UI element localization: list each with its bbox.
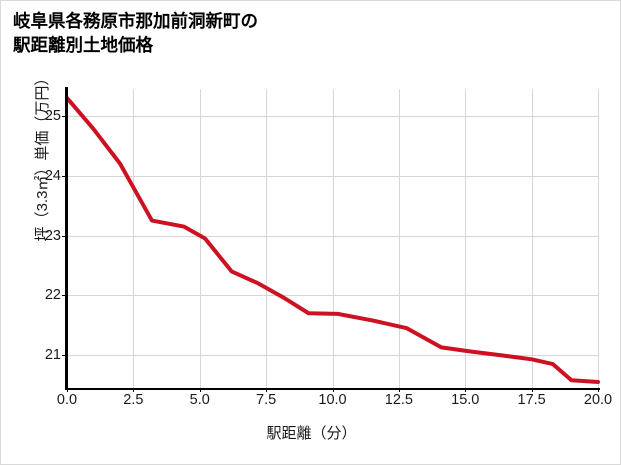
gridline-vertical bbox=[398, 89, 400, 388]
x-tick-mark bbox=[199, 388, 201, 392]
y-tick-mark bbox=[62, 175, 66, 177]
y-tick-label: 24 bbox=[44, 167, 61, 184]
y-tick-mark bbox=[62, 115, 66, 117]
plot-area bbox=[65, 89, 600, 388]
x-tick-mark bbox=[598, 388, 599, 392]
y-tick-label: 21 bbox=[44, 347, 61, 364]
x-tick-mark bbox=[465, 388, 467, 392]
chart-title: 岐阜県各務原市那加前洞新町の 駅距離別土地価格 bbox=[13, 11, 258, 56]
x-tick-mark bbox=[332, 388, 334, 392]
y-axis-label: 坪（3.3㎡）単価（万円） bbox=[34, 70, 51, 242]
y-axis-tick-labels: 21 22 23 24 25 bbox=[31, 1, 61, 464]
x-tick-mark bbox=[266, 388, 268, 392]
y-tick-label: 22 bbox=[44, 287, 61, 304]
x-tick-mark bbox=[133, 388, 135, 392]
series-polyline bbox=[65, 95, 600, 385]
x-tick-label: 0.0 bbox=[56, 392, 78, 408]
x-tick-label: 5.0 bbox=[189, 392, 210, 408]
gridline-vertical bbox=[332, 89, 334, 388]
x-tick-label: 20.0 bbox=[583, 392, 613, 408]
gridline-vertical bbox=[266, 89, 268, 388]
y-tick-mark bbox=[62, 235, 66, 237]
y-tick-mark bbox=[62, 355, 66, 357]
x-tick-label: 17.5 bbox=[517, 392, 546, 408]
gridline-vertical bbox=[531, 89, 533, 388]
x-tick-label: 7.5 bbox=[256, 392, 277, 408]
x-tick-label: 15.0 bbox=[451, 392, 480, 408]
gridline-vertical bbox=[133, 89, 135, 388]
x-axis-label: 駅距離（分） bbox=[266, 425, 357, 442]
x-tick-label: 12.5 bbox=[384, 392, 413, 408]
gridline-vertical bbox=[598, 89, 599, 388]
x-tick-label: 10.0 bbox=[318, 392, 347, 408]
y-tick-label: 25 bbox=[44, 107, 61, 124]
x-tick-mark bbox=[398, 388, 400, 392]
gridline-vertical bbox=[465, 89, 467, 388]
data-line-series bbox=[65, 95, 600, 385]
y-axis-label-wrapper: 坪（3.3㎡）単価（万円） bbox=[34, 6, 59, 306]
y-axis-spine bbox=[65, 87, 68, 390]
y-tick-mark bbox=[62, 295, 66, 297]
gridline-vertical bbox=[199, 89, 201, 388]
y-tick-label: 23 bbox=[44, 227, 61, 244]
x-tick-mark bbox=[531, 388, 533, 392]
x-tick-mark bbox=[67, 388, 68, 392]
x-tick-label: 2.5 bbox=[123, 392, 144, 408]
